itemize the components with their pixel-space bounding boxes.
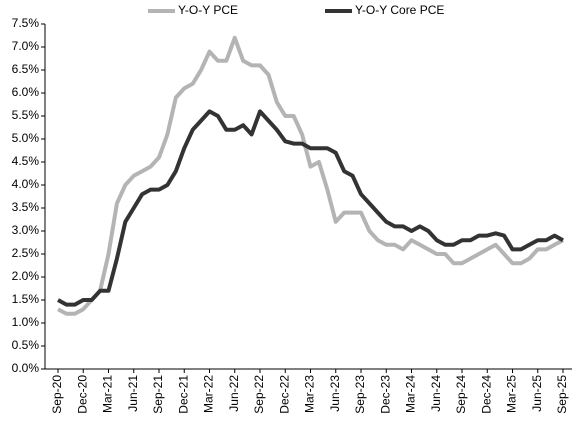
y-tick-label: 3.0% [12,223,40,237]
x-tick-label: Dec-23 [378,375,392,414]
y-tick-label: 0.5% [12,338,40,352]
x-tick-label: Mar-25 [505,375,519,413]
series-line [57,109,564,307]
x-tick-label: Sep-25 [555,375,569,414]
x-tick-label: Sep-23 [353,375,367,414]
x-tick-label: Dec-22 [277,375,291,414]
x-tick-label: Sep-20 [50,375,64,414]
y-tick-label: 4.5% [12,154,40,168]
y-tick-label: 1.0% [12,315,40,329]
y-tick-label: 7.0% [12,39,40,53]
x-tick-label: Jun-23 [328,375,342,412]
x-tick-label: Jun-22 [227,375,241,412]
x-tick-label: Dec-21 [176,375,190,414]
x-tick-label: Jun-24 [429,375,443,412]
x-tick-label: Jun-21 [126,375,140,412]
y-tick-label: 1.5% [12,292,40,306]
y-tick-label: 0.0% [12,361,40,375]
y-tick-label: 2.0% [12,269,40,283]
y-tick-label: 2.5% [12,246,40,260]
x-tick-label: Sep-22 [252,375,266,414]
x-tick-label: Dec-24 [479,375,493,414]
y-tick-label: 3.5% [12,200,40,214]
x-tick-label: Dec-20 [75,375,89,414]
x-tick-label: Mar-23 [303,375,317,413]
x-tick-label: Sep-24 [454,375,468,414]
x-tick-label: Jun-25 [530,375,544,412]
y-tick-label: 6.5% [12,62,40,76]
x-tick-label: Mar-21 [101,375,115,413]
x-tick-label: Mar-22 [202,375,216,413]
y-tick-label: 4.0% [12,177,40,191]
legend-label: Y-O-Y PCE [178,3,238,17]
legend-label: Y-O-Y Core PCE [355,3,444,17]
y-tick-label: 7.5% [12,16,40,30]
x-tick-label: Sep-21 [151,375,165,414]
y-tick-label: 5.5% [12,108,40,122]
y-tick-label: 6.0% [12,85,40,99]
y-tick-label: 5.0% [12,131,40,145]
series-line [57,35,564,316]
x-tick-label: Mar-24 [404,375,418,413]
